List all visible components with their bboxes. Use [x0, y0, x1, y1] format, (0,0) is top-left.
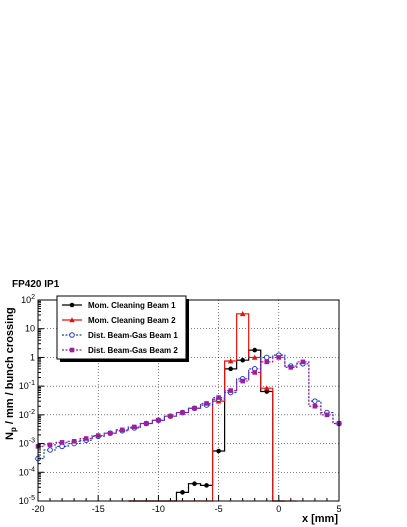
data-point	[59, 443, 65, 450]
y-tick-label: 10-1	[19, 380, 35, 391]
x-tick-label: -5	[215, 504, 223, 514]
data-point	[240, 378, 245, 384]
series-1	[128, 347, 285, 502]
y-tick-label: 1	[30, 352, 35, 362]
series-4	[35, 355, 342, 449]
y-axis-title-main: N	[4, 432, 16, 440]
data-point	[276, 355, 282, 360]
x-axis: -20 -15 -10 -5 0 5	[31, 495, 342, 514]
data-point	[180, 490, 185, 495]
x-tick-label: 0	[276, 504, 281, 514]
series-3	[35, 352, 342, 462]
series-line	[38, 356, 339, 447]
data-point	[95, 433, 101, 438]
y-tick-label: 10-5	[19, 495, 35, 506]
y-tick-label: 102	[21, 294, 35, 305]
x-axis-title: x [mm]	[302, 513, 338, 525]
data-point	[156, 417, 161, 423]
data-point	[107, 430, 113, 436]
data-point	[192, 405, 197, 411]
legend-box	[56, 295, 187, 360]
legend-marker	[69, 347, 75, 353]
data-point	[300, 359, 306, 365]
y-tick-label: 10-2	[19, 409, 35, 420]
y-tick-base: 10	[19, 496, 29, 506]
data-point	[312, 398, 318, 404]
chart-title: FP420 IP1	[12, 279, 60, 290]
data-point	[228, 366, 233, 372]
data-point	[119, 427, 125, 433]
series-layer	[35, 311, 342, 502]
data-point	[168, 413, 173, 419]
data-point	[204, 401, 209, 406]
series-line	[38, 354, 339, 460]
data-point	[216, 395, 221, 400]
legend-label: Mom. Cleaning Beam 2	[88, 316, 176, 325]
y-tick-base: 10	[19, 410, 29, 420]
data-point	[264, 359, 270, 365]
data-point	[71, 438, 77, 444]
data-point	[263, 385, 270, 391]
y-axis-title: Np / mm / bunch crossing	[4, 307, 18, 440]
data-point	[216, 448, 221, 454]
data-point	[132, 424, 137, 430]
data-point	[228, 388, 233, 393]
x-tick-label: 5	[336, 504, 341, 514]
y-tick-label: 10-4	[19, 466, 35, 477]
y-tick-base: 10	[25, 324, 35, 334]
y-tick-base: 10	[19, 439, 29, 449]
legend: Mom. Cleaning Beam 1 Mom. Cleaning Beam 2…	[56, 295, 189, 362]
x-tick-label: -15	[92, 504, 105, 514]
data-point	[144, 421, 149, 426]
legend-label: Dist. Beam-Gas Beam 1	[88, 331, 178, 340]
y-tick-base: 10	[21, 295, 31, 305]
y-axis-title-rest: / mm / bunch crossing	[4, 307, 16, 427]
data-point	[288, 365, 294, 370]
data-point	[239, 311, 246, 317]
x-tick-label: -10	[152, 504, 165, 514]
legend-marker	[69, 302, 75, 308]
data-point	[227, 358, 234, 364]
data-point	[180, 410, 185, 415]
legend-entries: Mom. Cleaning Beam 1 Mom. Cleaning Beam 2…	[62, 301, 178, 355]
y-tick-exponent: -3	[29, 438, 35, 445]
data-point	[252, 370, 258, 375]
legend-label: Mom. Cleaning Beam 1	[88, 301, 176, 310]
legend-marker	[69, 317, 75, 323]
data-point	[47, 447, 53, 453]
y-tick-base: 10	[19, 467, 29, 477]
y-tick-exponent: -4	[29, 466, 35, 473]
data-point	[240, 357, 245, 363]
y-tick-exponent: -1	[29, 380, 35, 387]
y-tick-exponent: -5	[29, 495, 35, 502]
series-line	[128, 349, 285, 502]
y-axis-title-sub: p	[9, 427, 18, 432]
y-tick-base: 10	[19, 381, 29, 391]
data-point	[263, 354, 270, 361]
y-tick-exponent: 2	[31, 294, 35, 301]
data-point	[192, 481, 197, 487]
data-point	[312, 403, 318, 409]
legend-label: Dist. Beam-Gas Beam 2	[88, 346, 178, 355]
data-point	[59, 440, 65, 445]
data-point	[324, 412, 330, 418]
y-tick-label: 10-3	[19, 438, 35, 449]
data-point	[204, 483, 209, 488]
data-point	[252, 347, 258, 353]
y-tick-label: 10	[25, 324, 35, 334]
legend-marker	[69, 332, 75, 338]
data-point	[47, 442, 53, 448]
y-tick-base: 1	[30, 352, 35, 362]
y-tick-exponent: -2	[29, 409, 35, 416]
data-point	[83, 436, 89, 441]
x-tick-label: -20	[31, 504, 44, 514]
data-point	[251, 354, 258, 360]
